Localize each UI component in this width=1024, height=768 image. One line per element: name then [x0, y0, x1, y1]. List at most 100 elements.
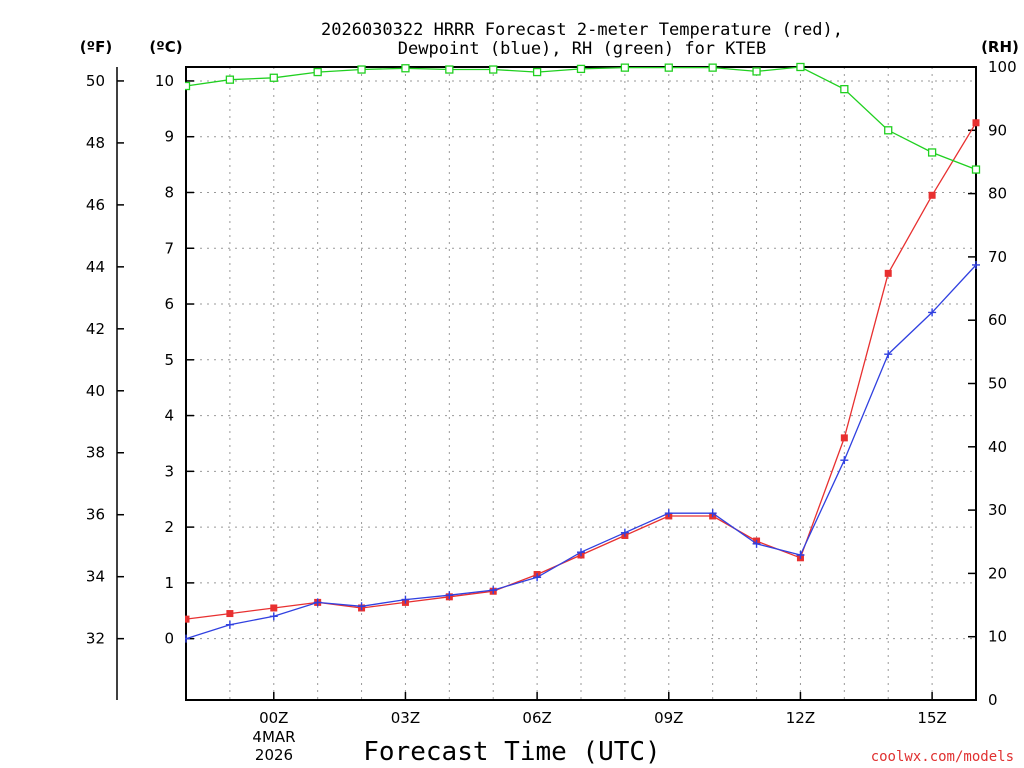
- dewpoint-point: [884, 350, 893, 359]
- y-tick-label-fahrenheit: 42: [86, 320, 105, 338]
- rh-point: [357, 65, 366, 74]
- rh-point: [313, 67, 322, 77]
- series-group: [138, 62, 981, 648]
- rh-point: [269, 73, 278, 82]
- y-tick-label-rh: 60: [988, 311, 1007, 329]
- y-tick-label-celsius: 3: [164, 462, 174, 480]
- temperature-point: [270, 604, 278, 612]
- rh-point: [139, 89, 146, 96]
- x-tick-label: 03Z: [391, 709, 420, 727]
- temperature-point: [972, 119, 980, 127]
- x-axis-label: Forecast Time (UTC): [363, 737, 660, 767]
- dewpoint-point: [796, 550, 805, 559]
- dewpoint-point: [752, 539, 761, 548]
- x-tick-label: 15Z: [917, 709, 946, 727]
- temperature-point: [185, 615, 190, 623]
- y-tick-label-celsius: 4: [164, 407, 174, 425]
- rh-point: [185, 81, 191, 91]
- dewpoint-point: [185, 634, 190, 643]
- y-tick-label-celsius: 0: [164, 630, 174, 648]
- temperature-point: [226, 610, 234, 618]
- chart-title-line1: 2026030322 HRRR Forecast 2-meter Tempera…: [321, 20, 843, 40]
- credit-label: coolwx.com/models: [871, 749, 1014, 765]
- unit-label-rh: (RH): [981, 38, 1019, 56]
- temperature-point: [884, 269, 892, 277]
- rh-point: [532, 67, 542, 77]
- x-tick-label: 12Z: [786, 709, 815, 727]
- rh-point: [401, 64, 410, 73]
- gridlines: [186, 67, 976, 700]
- dewpoint-point: [138, 640, 146, 648]
- series-layer: [138, 62, 981, 648]
- axes: 00Z 03Z 06Z 09Z 12Z 15Z0123456789103234363840…: [86, 58, 1017, 727]
- dewpoint-point: [840, 456, 849, 465]
- rh-point: [752, 67, 761, 76]
- y-tick-label-fahrenheit: 44: [86, 258, 105, 276]
- y-tick-label-celsius: 1: [164, 574, 174, 592]
- temperature-point: [840, 434, 848, 442]
- unit-label-celsius: (ºC): [149, 38, 182, 56]
- y-tick-label-fahrenheit: 34: [86, 568, 105, 586]
- y-tick-label-celsius: 5: [164, 351, 174, 369]
- rh-point: [445, 65, 454, 74]
- y-tick-label-celsius: 8: [164, 183, 174, 201]
- date-label-line2: 2026: [255, 746, 293, 764]
- dewpoint-point: [357, 602, 366, 611]
- x-tick-label: 00Z: [259, 709, 288, 727]
- dewpoint-point: [620, 528, 629, 537]
- dewpoint-point: [664, 509, 673, 518]
- rh-point: [489, 65, 498, 74]
- dewpoint-point: [313, 598, 322, 607]
- dewpoint-point: [489, 586, 498, 595]
- y-tick-label-rh: 90: [988, 121, 1007, 139]
- y-tick-label-fahrenheit: 50: [86, 72, 105, 90]
- dewpoint-point: [708, 509, 717, 518]
- y-tick-label-fahrenheit: 36: [86, 506, 105, 524]
- dewpoint-line: [185, 264, 977, 640]
- y-tick-label-fahrenheit: 38: [86, 444, 105, 462]
- chart-title-line2: Dewpoint (blue), RH (green) for KTEB: [398, 39, 766, 59]
- y-tick-label-rh: 20: [988, 564, 1007, 582]
- y-tick-label-fahrenheit: 48: [86, 134, 105, 152]
- dewpoint-point: [401, 595, 410, 604]
- temperature-point: [928, 191, 936, 199]
- date-label-line1: 4MAR: [252, 728, 295, 746]
- y-tick-label-rh: 70: [988, 248, 1007, 266]
- dewpoint-point: [269, 612, 278, 621]
- rh-point: [971, 165, 981, 174]
- y-tick-label-fahrenheit: 46: [86, 196, 105, 214]
- dewpoint-point: [577, 548, 585, 557]
- dewpoint-point: [972, 260, 980, 269]
- x-tick-label: 09Z: [654, 709, 683, 727]
- y-tick-label-rh: 10: [988, 628, 1007, 646]
- unit-label-fahrenheit: (ºF): [80, 38, 112, 56]
- rh-point: [840, 85, 849, 94]
- y-tick-label-rh: 40: [988, 438, 1007, 456]
- y-tick-label-celsius: 7: [164, 239, 174, 257]
- rh-point: [927, 148, 937, 157]
- y-tick-label-celsius: 9: [164, 128, 174, 146]
- dewpoint-point: [533, 573, 542, 582]
- y-tick-label-celsius: 6: [164, 295, 174, 313]
- dewpoint-point: [225, 620, 234, 629]
- rh-point: [576, 64, 586, 74]
- rh-point: [225, 75, 235, 84]
- y-tick-label-celsius: 2: [164, 518, 174, 536]
- y-tick-label-fahrenheit: 32: [86, 630, 105, 648]
- rh-point: [708, 63, 717, 72]
- y-tick-label-celsius: 10: [155, 72, 174, 90]
- rh-point: [796, 62, 805, 72]
- dewpoint-point: [445, 591, 454, 600]
- y-tick-label-rh: 30: [988, 501, 1007, 519]
- x-tick-label: 06Z: [522, 709, 551, 727]
- y-tick-label-fahrenheit: 40: [86, 382, 105, 400]
- y-tick-label-rh: 80: [988, 185, 1007, 203]
- rh-point: [620, 63, 630, 72]
- dewpoint-point: [928, 308, 937, 317]
- y-tick-label-rh: 100: [988, 58, 1017, 76]
- y-tick-label-rh: 0: [988, 691, 998, 709]
- rh-point: [664, 63, 673, 72]
- temperature-point: [139, 618, 146, 625]
- temperature-line: [185, 122, 977, 620]
